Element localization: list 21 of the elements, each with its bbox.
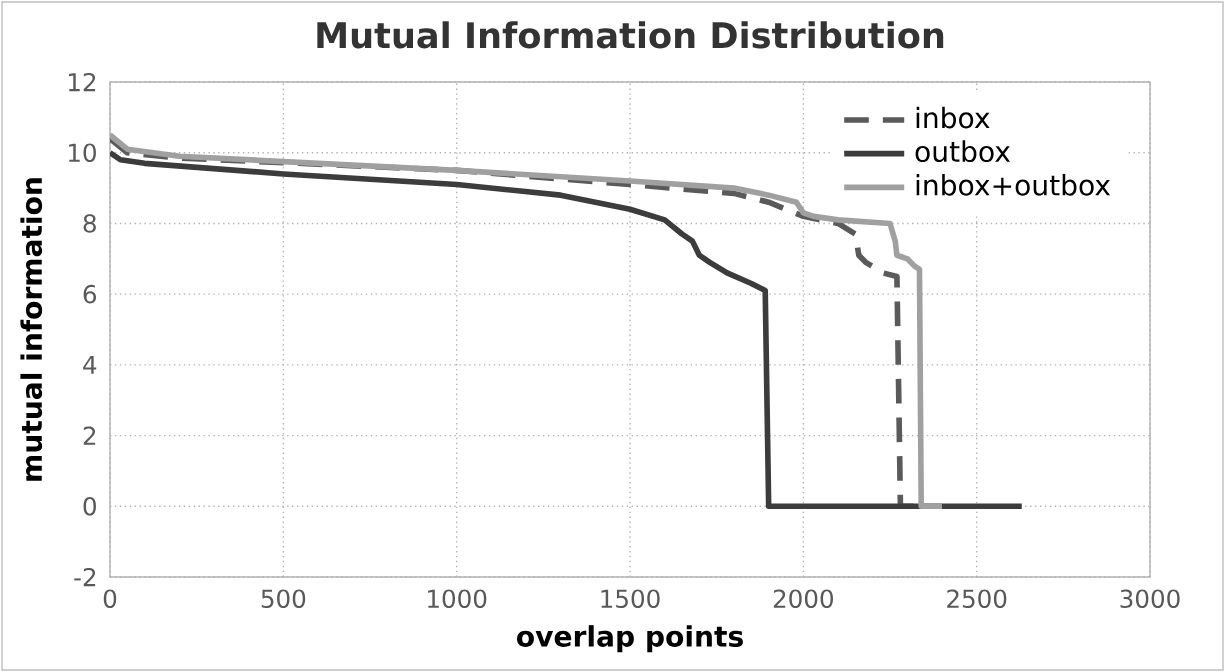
y-tick-label: -2 [74, 567, 96, 587]
x-tick-label: 2500 [947, 589, 1007, 609]
legend-label: inbox [916, 106, 990, 129]
x-tick-label: 1500 [601, 589, 660, 609]
x-tick-label: 3000 [1120, 589, 1180, 609]
x-tick-label: 2000 [773, 589, 833, 609]
chart-title: Mutual Information Distribution [317, 21, 944, 49]
x-axis-title: overlap points [517, 625, 743, 653]
x-tick-label: 500 [261, 589, 306, 609]
y-tick-label: 8 [83, 214, 96, 233]
legend-label: inbox+outbox [916, 174, 1111, 196]
x-tick-label: 1000 [428, 589, 487, 609]
legend-label: outbox [915, 140, 1011, 163]
y-tick-label: 4 [83, 355, 97, 374]
y-tick-label: 12 [68, 72, 96, 92]
y-tick-label: 10 [68, 143, 96, 162]
y-tick-label: 2 [83, 426, 96, 445]
y-tick-label: 6 [83, 284, 97, 304]
x-tick-label: 0 [103, 589, 117, 609]
y-axis-title: mutual information [20, 178, 43, 481]
y-tick-label: 0 [83, 497, 96, 516]
